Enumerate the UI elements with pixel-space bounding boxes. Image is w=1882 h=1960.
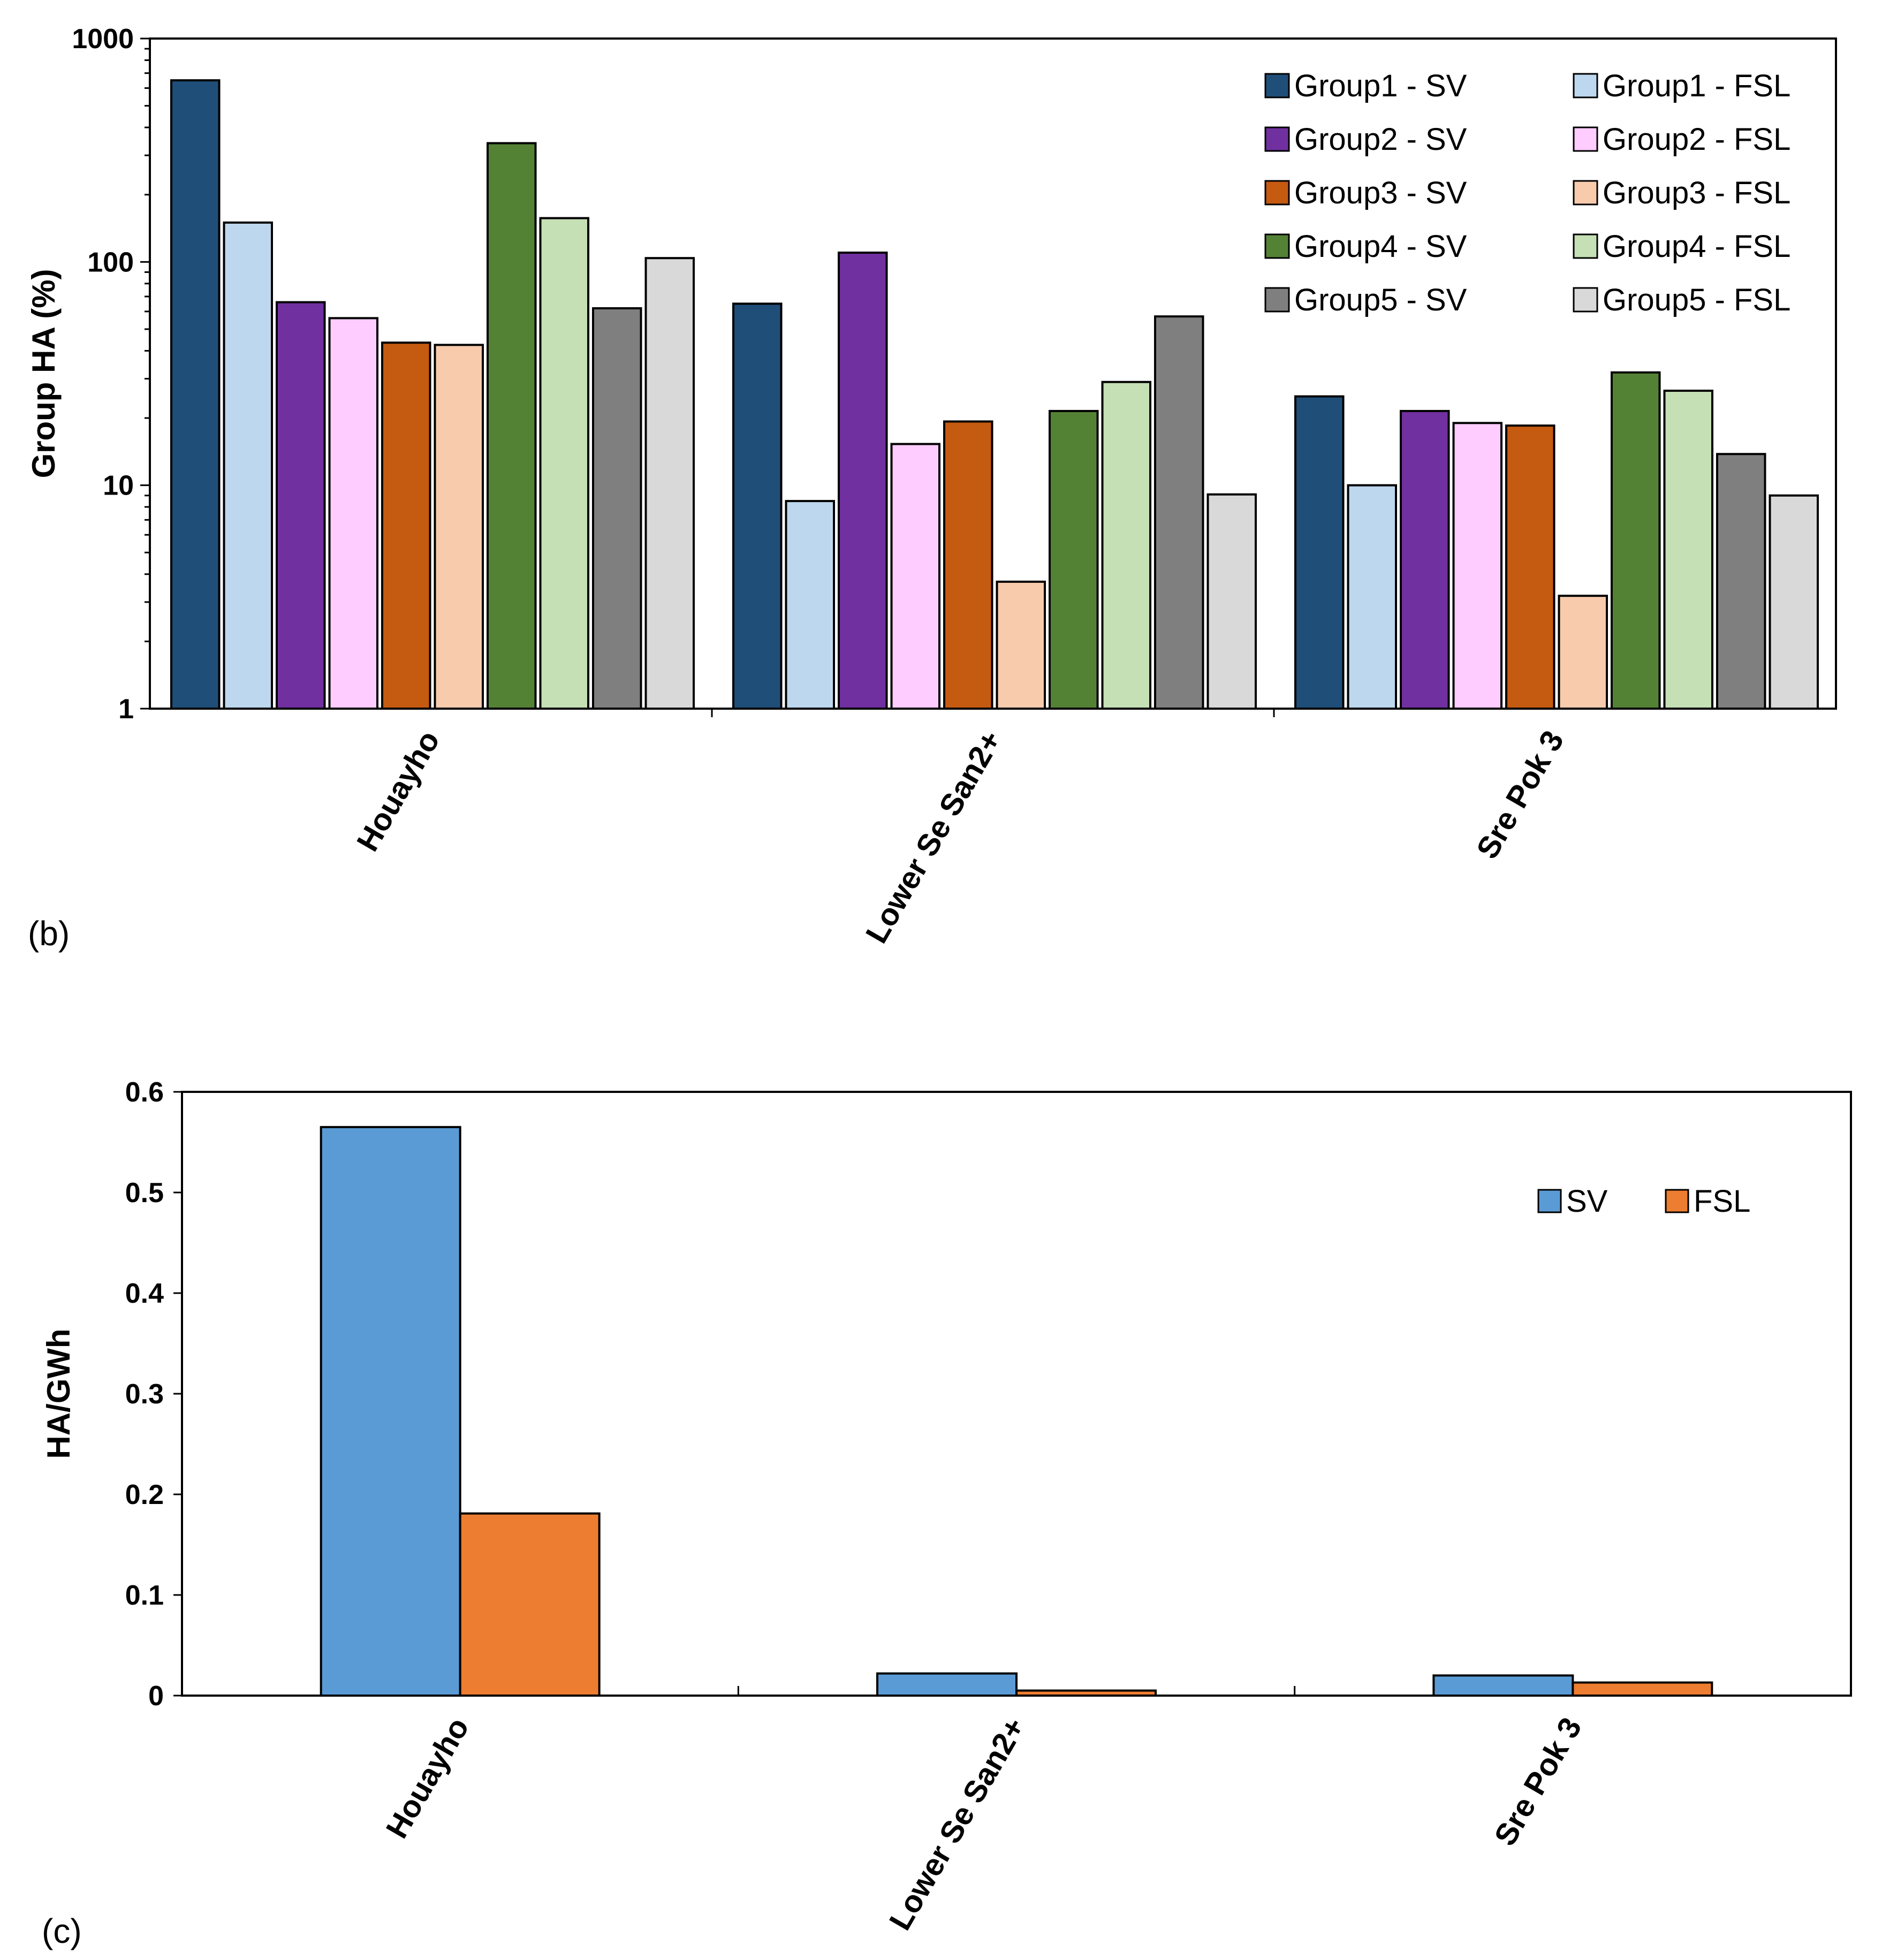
bar-b-4-3 xyxy=(1452,422,1502,710)
chart-b-plot-frame xyxy=(149,37,1837,710)
b-category-label: Sre Pok 3 xyxy=(1470,725,1570,864)
b-category-label: Lower Se San2+ xyxy=(859,725,1009,949)
bar-b-2-2 xyxy=(785,500,835,710)
bar-b-8-1 xyxy=(539,217,589,710)
bar-b-8-2 xyxy=(1101,381,1151,710)
legend-c-swatch xyxy=(1537,1189,1562,1213)
legend-c-swatch xyxy=(1665,1189,1689,1213)
bar-b-5-2 xyxy=(943,420,993,710)
legend-b-swatch xyxy=(1264,126,1290,152)
c-category-label: Houayho xyxy=(380,1712,476,1844)
bar-b-4-2 xyxy=(890,443,940,710)
chart-c: 0 0.1 0.2 0.3 0.4 0.5 0.6 Houayho Lower Se San2… xyxy=(41,1077,1852,1950)
c-category-label: Sre Pok 3 xyxy=(1488,1712,1588,1851)
chart-b: 1 10 100 1000 Houayho Lower Se San2+ Sre Pok … xyxy=(26,24,1837,953)
bar-b-6-2 xyxy=(996,580,1046,710)
legend-b-label: Group5 - FSL xyxy=(1603,283,1790,317)
bar-c-fsl-1 xyxy=(459,1512,601,1697)
bar-b-2-3 xyxy=(1347,484,1397,710)
chart-b-panel-label: (b) xyxy=(28,914,70,953)
c-ytick-label: 0.3 xyxy=(125,1379,164,1410)
legend-b-swatch xyxy=(1573,287,1598,313)
bar-b-3-1 xyxy=(276,301,326,710)
c-category-label: Lower Se San2+ xyxy=(883,1712,1033,1936)
c-ytick-label: 0 xyxy=(148,1681,164,1712)
legend-c-label: SV xyxy=(1566,1184,1608,1219)
bar-b-1-2 xyxy=(732,302,783,710)
bar-b-10-1 xyxy=(644,257,695,710)
chart-b-ylabel: Group HA (%) xyxy=(26,269,62,478)
bar-b-2-1 xyxy=(223,221,273,710)
bar-b-8-3 xyxy=(1663,390,1713,710)
chart-c-bars xyxy=(320,1126,1713,1697)
c-ytick-label: 0.1 xyxy=(125,1580,164,1611)
legend-b-swatch xyxy=(1573,233,1598,259)
c-ytick-label: 0.4 xyxy=(125,1278,164,1309)
bar-c-sv-1 xyxy=(320,1126,461,1697)
b-category-label: Houayho xyxy=(350,725,446,857)
legend-b-swatch xyxy=(1264,287,1290,313)
c-ytick-label: 0.6 xyxy=(125,1077,164,1108)
bar-b-10-3 xyxy=(1769,494,1819,710)
bar-b-9-3 xyxy=(1716,453,1766,710)
legend-b-label: Group3 - SV xyxy=(1294,176,1467,210)
legend-c-label: FSL xyxy=(1694,1184,1750,1219)
legend-b-swatch xyxy=(1264,73,1290,98)
legend-b-swatch xyxy=(1264,180,1290,206)
legend-b-label: Group2 - FSL xyxy=(1603,122,1790,157)
bar-b-9-2 xyxy=(1154,315,1204,710)
bar-b-5-3 xyxy=(1505,424,1555,710)
bar-b-7-2 xyxy=(1049,409,1099,710)
bar-b-7-1 xyxy=(487,142,537,710)
legend-b-swatch xyxy=(1573,126,1598,152)
b-ytick-label: 10 xyxy=(103,470,134,502)
bar-b-1-1 xyxy=(170,79,221,710)
b-ytick-label: 1000 xyxy=(72,24,134,55)
b-ytick-label: 1 xyxy=(118,694,134,725)
legend-b-label: Group4 - SV xyxy=(1294,229,1467,264)
chart-b-bars xyxy=(170,79,1819,710)
bar-b-6-1 xyxy=(434,344,484,710)
bar-b-1-3 xyxy=(1294,395,1345,710)
bar-b-5-1 xyxy=(381,341,431,710)
c-ytick-label: 0.5 xyxy=(125,1177,164,1209)
bar-b-3-2 xyxy=(838,252,888,710)
chart-b-legend: Group1 - SV Group1 - FSL Group2 - SV Group2… xyxy=(1264,69,1790,317)
bar-b-4-1 xyxy=(328,317,378,710)
bar-c-sv-3 xyxy=(1432,1674,1574,1697)
legend-b-swatch xyxy=(1573,73,1598,98)
bar-b-3-3 xyxy=(1400,409,1450,710)
legend-b-label: Group3 - FSL xyxy=(1603,176,1790,210)
chart-c-panel-label: (c) xyxy=(42,1912,82,1950)
chart-c-ylabel: HA/GWh xyxy=(41,1328,77,1458)
bar-b-7-3 xyxy=(1611,371,1661,710)
bar-c-fsl-3 xyxy=(1572,1681,1713,1697)
legend-b-label: Group5 - SV xyxy=(1294,283,1467,317)
bar-b-9-1 xyxy=(592,307,642,710)
legend-b-label: Group1 - FSL xyxy=(1603,69,1790,103)
legend-b-label: Group2 - SV xyxy=(1294,122,1467,157)
c-ytick-label: 0.2 xyxy=(125,1479,164,1510)
chart-c-legend: SV FSL xyxy=(1537,1184,1750,1219)
b-ytick-label: 100 xyxy=(87,247,134,278)
legend-b-label: Group1 - SV xyxy=(1294,69,1467,103)
legend-b-swatch xyxy=(1573,180,1598,206)
bar-b-6-3 xyxy=(1558,595,1608,710)
bar-c-sv-2 xyxy=(876,1672,1018,1697)
legend-b-swatch xyxy=(1264,233,1290,259)
legend-b-label: Group4 - FSL xyxy=(1603,229,1790,264)
bar-b-10-2 xyxy=(1206,493,1257,710)
